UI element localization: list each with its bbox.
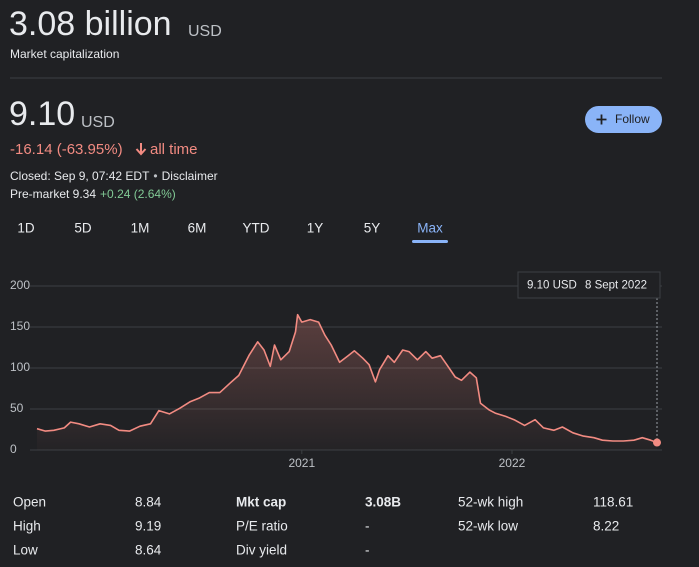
range-tab[interactable]: 5D <box>74 221 92 236</box>
range-tab[interactable]: Max <box>417 221 443 236</box>
stat-label: Mkt cap <box>236 495 286 510</box>
stat-label: Open <box>13 495 46 510</box>
disclaimer-link[interactable]: Disclaimer <box>162 169 218 183</box>
range-tab[interactable]: 5Y <box>364 221 381 236</box>
market-cap-label: Market capitalization <box>10 47 119 61</box>
premarket-change: +0.24 (2.64%) <box>100 187 176 201</box>
premarket-line: Pre-market 9.34 +0.24 (2.64%) <box>10 187 176 201</box>
range-tab[interactable]: 1D <box>17 221 35 236</box>
stat-value: - <box>365 519 370 534</box>
plus-icon <box>596 114 607 125</box>
tab-underline <box>412 240 448 243</box>
chart: 0 50 100 150 200 2021 2022 <box>10 278 662 470</box>
stat-value: 9.19 <box>135 519 161 534</box>
range-tab[interactable]: 1M <box>131 221 150 236</box>
range-tab[interactable]: YTD <box>243 221 270 236</box>
stat-value: - <box>365 543 370 558</box>
change-period: all time <box>150 141 198 158</box>
market-cap-value: 3.08 billion <box>9 5 172 43</box>
last-point <box>653 438 661 447</box>
follow-button[interactable]: Follow <box>585 106 662 133</box>
stats-table: Open 8.84 Mkt cap 3.08B 52-wk high 118.61 High… <box>13 495 633 558</box>
range-tab[interactable]: 6M <box>188 221 207 236</box>
stat-label: 52-wk high <box>458 495 523 510</box>
y-tick-label: 150 <box>10 319 30 333</box>
market-cap-currency: USD <box>188 23 222 40</box>
closed-text: Closed: Sep 9, 07:42 EDT <box>10 169 150 183</box>
y-tick-label: 200 <box>10 278 30 292</box>
y-tick-label: 0 <box>10 442 17 456</box>
price-area <box>37 314 657 450</box>
range-tab[interactable]: 1Y <box>307 221 324 236</box>
x-tick-label: 2021 <box>288 456 315 470</box>
price-line <box>36 313 658 444</box>
premarket-text: Pre-market 9.34 <box>10 187 96 201</box>
follow-label[interactable]: Follow <box>615 112 650 126</box>
stat-value: 8.64 <box>135 543 162 558</box>
tooltip-date: 8 Sept 2022 <box>585 280 647 292</box>
stat-label: High <box>13 519 41 534</box>
range-tabs: 1D 5D 1M 6M YTD 1Y 5Y Max <box>17 221 448 243</box>
tooltip-price: 9.10 USD <box>527 280 577 292</box>
down-arrow <box>135 143 147 156</box>
stat-value: 3.08B <box>365 495 401 510</box>
price-value: 9.10 <box>9 95 75 133</box>
status-line: Closed: Sep 9, 07:42 EDT • Disclaimer <box>10 169 218 183</box>
tooltip-box <box>517 271 661 299</box>
stat-label: Div yield <box>236 543 287 558</box>
stat-label: 52-wk low <box>458 519 518 534</box>
stat-label: Low <box>13 543 38 558</box>
separator: • <box>153 169 157 183</box>
stat-value: 8.84 <box>135 495 162 510</box>
y-tick-label: 100 <box>10 360 30 374</box>
follow-button-bg[interactable] <box>585 106 662 133</box>
stat-value: 8.22 <box>593 519 619 534</box>
stat-value: 118.61 <box>593 495 633 510</box>
tooltip: 9.10 USD 8 Sept 2022 <box>517 271 661 299</box>
price-change: -16.14 (-63.95%) <box>10 141 123 158</box>
price-currency: USD <box>81 114 115 131</box>
x-tick-label: 2022 <box>499 456 526 470</box>
stat-label: P/E ratio <box>236 519 288 534</box>
y-tick-label: 50 <box>10 401 24 415</box>
